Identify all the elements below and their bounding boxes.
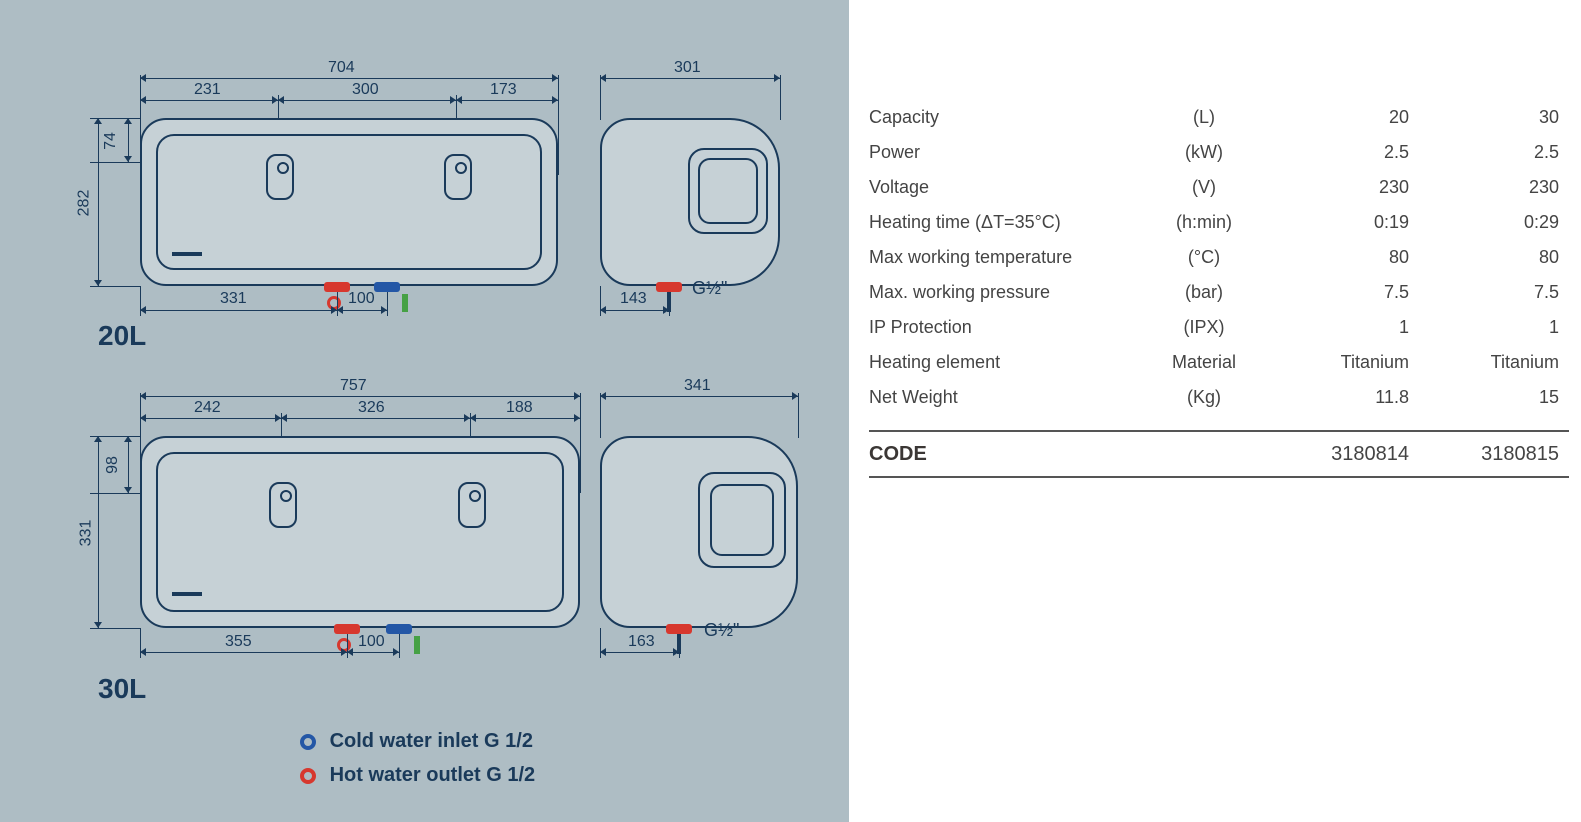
code-label: CODE [869, 443, 1259, 466]
tech-val-2: 30 [1409, 107, 1559, 128]
code-val-2: 3180815 [1409, 443, 1559, 466]
tech-row: Heating time (ΔT=35°C)(h:min)0:190:29 [869, 205, 1569, 240]
tech-label: Net Weight [869, 387, 1149, 408]
tech-val-1: 20 [1259, 107, 1409, 128]
tech-val-1: 1 [1259, 317, 1409, 338]
dim-20-height: 282 [75, 190, 93, 217]
code-val-1: 3180814 [1259, 443, 1409, 466]
tech-unit: (°C) [1149, 247, 1259, 268]
technical-data-table: Capacity(L)2030Power(kW)2.52.5Voltage(V)… [869, 100, 1569, 415]
tech-val-1: 2.5 [1259, 142, 1409, 163]
tech-unit: (bar) [1149, 282, 1259, 303]
tech-row: IP Protection(IPX)11 [869, 310, 1569, 345]
tech-val-2: 1 [1409, 317, 1559, 338]
tech-label: Voltage [869, 177, 1149, 198]
diagram-column: 704 231 300 173 74 282 [0, 0, 849, 822]
tech-unit: (h:min) [1149, 212, 1259, 233]
tech-val-2: 7.5 [1409, 282, 1559, 303]
tech-val-1: 7.5 [1259, 282, 1409, 303]
tech-unit: Material [1149, 352, 1259, 373]
dim-20-btm-gap: 100 [348, 290, 375, 308]
dim-30-seg1: 242 [194, 399, 221, 417]
dim-30-height: 331 [77, 520, 95, 547]
tech-unit: (V) [1149, 177, 1259, 198]
tech-val-1: 80 [1259, 247, 1409, 268]
tech-row: Net Weight(Kg)11.815 [869, 380, 1569, 415]
tech-val-2: 80 [1409, 247, 1559, 268]
tech-val-2: 15 [1409, 387, 1559, 408]
tech-label: Max working temperature [869, 247, 1149, 268]
dim-30-total: 757 [340, 377, 367, 395]
tech-val-1: 11.8 [1259, 387, 1409, 408]
tech-row: Capacity(L)2030 [869, 100, 1569, 135]
tech-row: Voltage(V)230230 [869, 170, 1569, 205]
dim-30-seg3: 188 [506, 399, 533, 417]
tech-unit: (kW) [1149, 142, 1259, 163]
dim-30-thread: G½" [704, 620, 739, 641]
diagram-20l: 704 231 300 173 74 282 [80, 50, 820, 350]
dim-20-btm-l: 331 [220, 290, 247, 308]
caption-30l: 30L [98, 673, 146, 705]
tech-label: Power [869, 142, 1149, 163]
tech-row: Max working temperature(°C)8080 [869, 240, 1569, 275]
tech-unit: (L) [1149, 107, 1259, 128]
tech-label: Heating time (ΔT=35°C) [869, 212, 1149, 233]
tech-label: Capacity [869, 107, 1149, 128]
page-layout: 704 231 300 173 74 282 [0, 0, 1581, 822]
tech-val-2: Titanium [1409, 352, 1559, 373]
tech-label: Max. working pressure [869, 282, 1149, 303]
dim-20-side-btm: 143 [620, 290, 647, 308]
dim-20-seg3: 173 [490, 81, 517, 99]
cold-icon [300, 734, 316, 750]
diagram-30l: 757 242 326 188 98 331 [80, 368, 820, 708]
tech-val-2: 230 [1409, 177, 1559, 198]
dim-20-total: 704 [328, 59, 355, 77]
code-row: CODE 3180814 3180815 [869, 430, 1569, 478]
dim-20-seg1: 231 [194, 81, 221, 99]
tech-unit: (IPX) [1149, 317, 1259, 338]
tech-val-1: Titanium [1259, 352, 1409, 373]
dim-20-thread: G½" [692, 278, 727, 299]
tech-val-1: 230 [1259, 177, 1409, 198]
legend-cold: Cold water inlet G 1/2 [300, 730, 533, 753]
dim-30-side-w: 341 [684, 377, 711, 395]
dim-30-htop: 98 [104, 456, 122, 474]
legend-hot: Hot water outlet G 1/2 [300, 764, 535, 787]
tech-row: Power(kW)2.52.5 [869, 135, 1569, 170]
tech-unit: (Kg) [1149, 387, 1259, 408]
tech-row: Max. working pressure(bar)7.57.5 [869, 275, 1569, 310]
dim-30-btm-gap: 100 [358, 633, 385, 651]
dim-20-htop: 74 [102, 132, 120, 150]
tech-row: Heating elementMaterialTitaniumTitanium [869, 345, 1569, 380]
dim-30-btm-l: 355 [225, 633, 252, 651]
data-column: Capacity(L)2030Power(kW)2.52.5Voltage(V)… [849, 0, 1581, 822]
dim-30-side-btm: 163 [628, 633, 655, 651]
tech-label: Heating element [869, 352, 1149, 373]
tech-val-2: 2.5 [1409, 142, 1559, 163]
hot-icon [300, 768, 316, 784]
tech-label: IP Protection [869, 317, 1149, 338]
dim-20-side-w: 301 [674, 59, 701, 77]
tech-val-1: 0:19 [1259, 212, 1409, 233]
caption-20l: 20L [98, 320, 146, 352]
legend-cold-text: Cold water inlet G 1/2 [330, 730, 533, 752]
dim-30-seg2: 326 [358, 399, 385, 417]
legend-hot-text: Hot water outlet G 1/2 [330, 764, 536, 786]
tech-val-2: 0:29 [1409, 212, 1559, 233]
dim-20-seg2: 300 [352, 81, 379, 99]
